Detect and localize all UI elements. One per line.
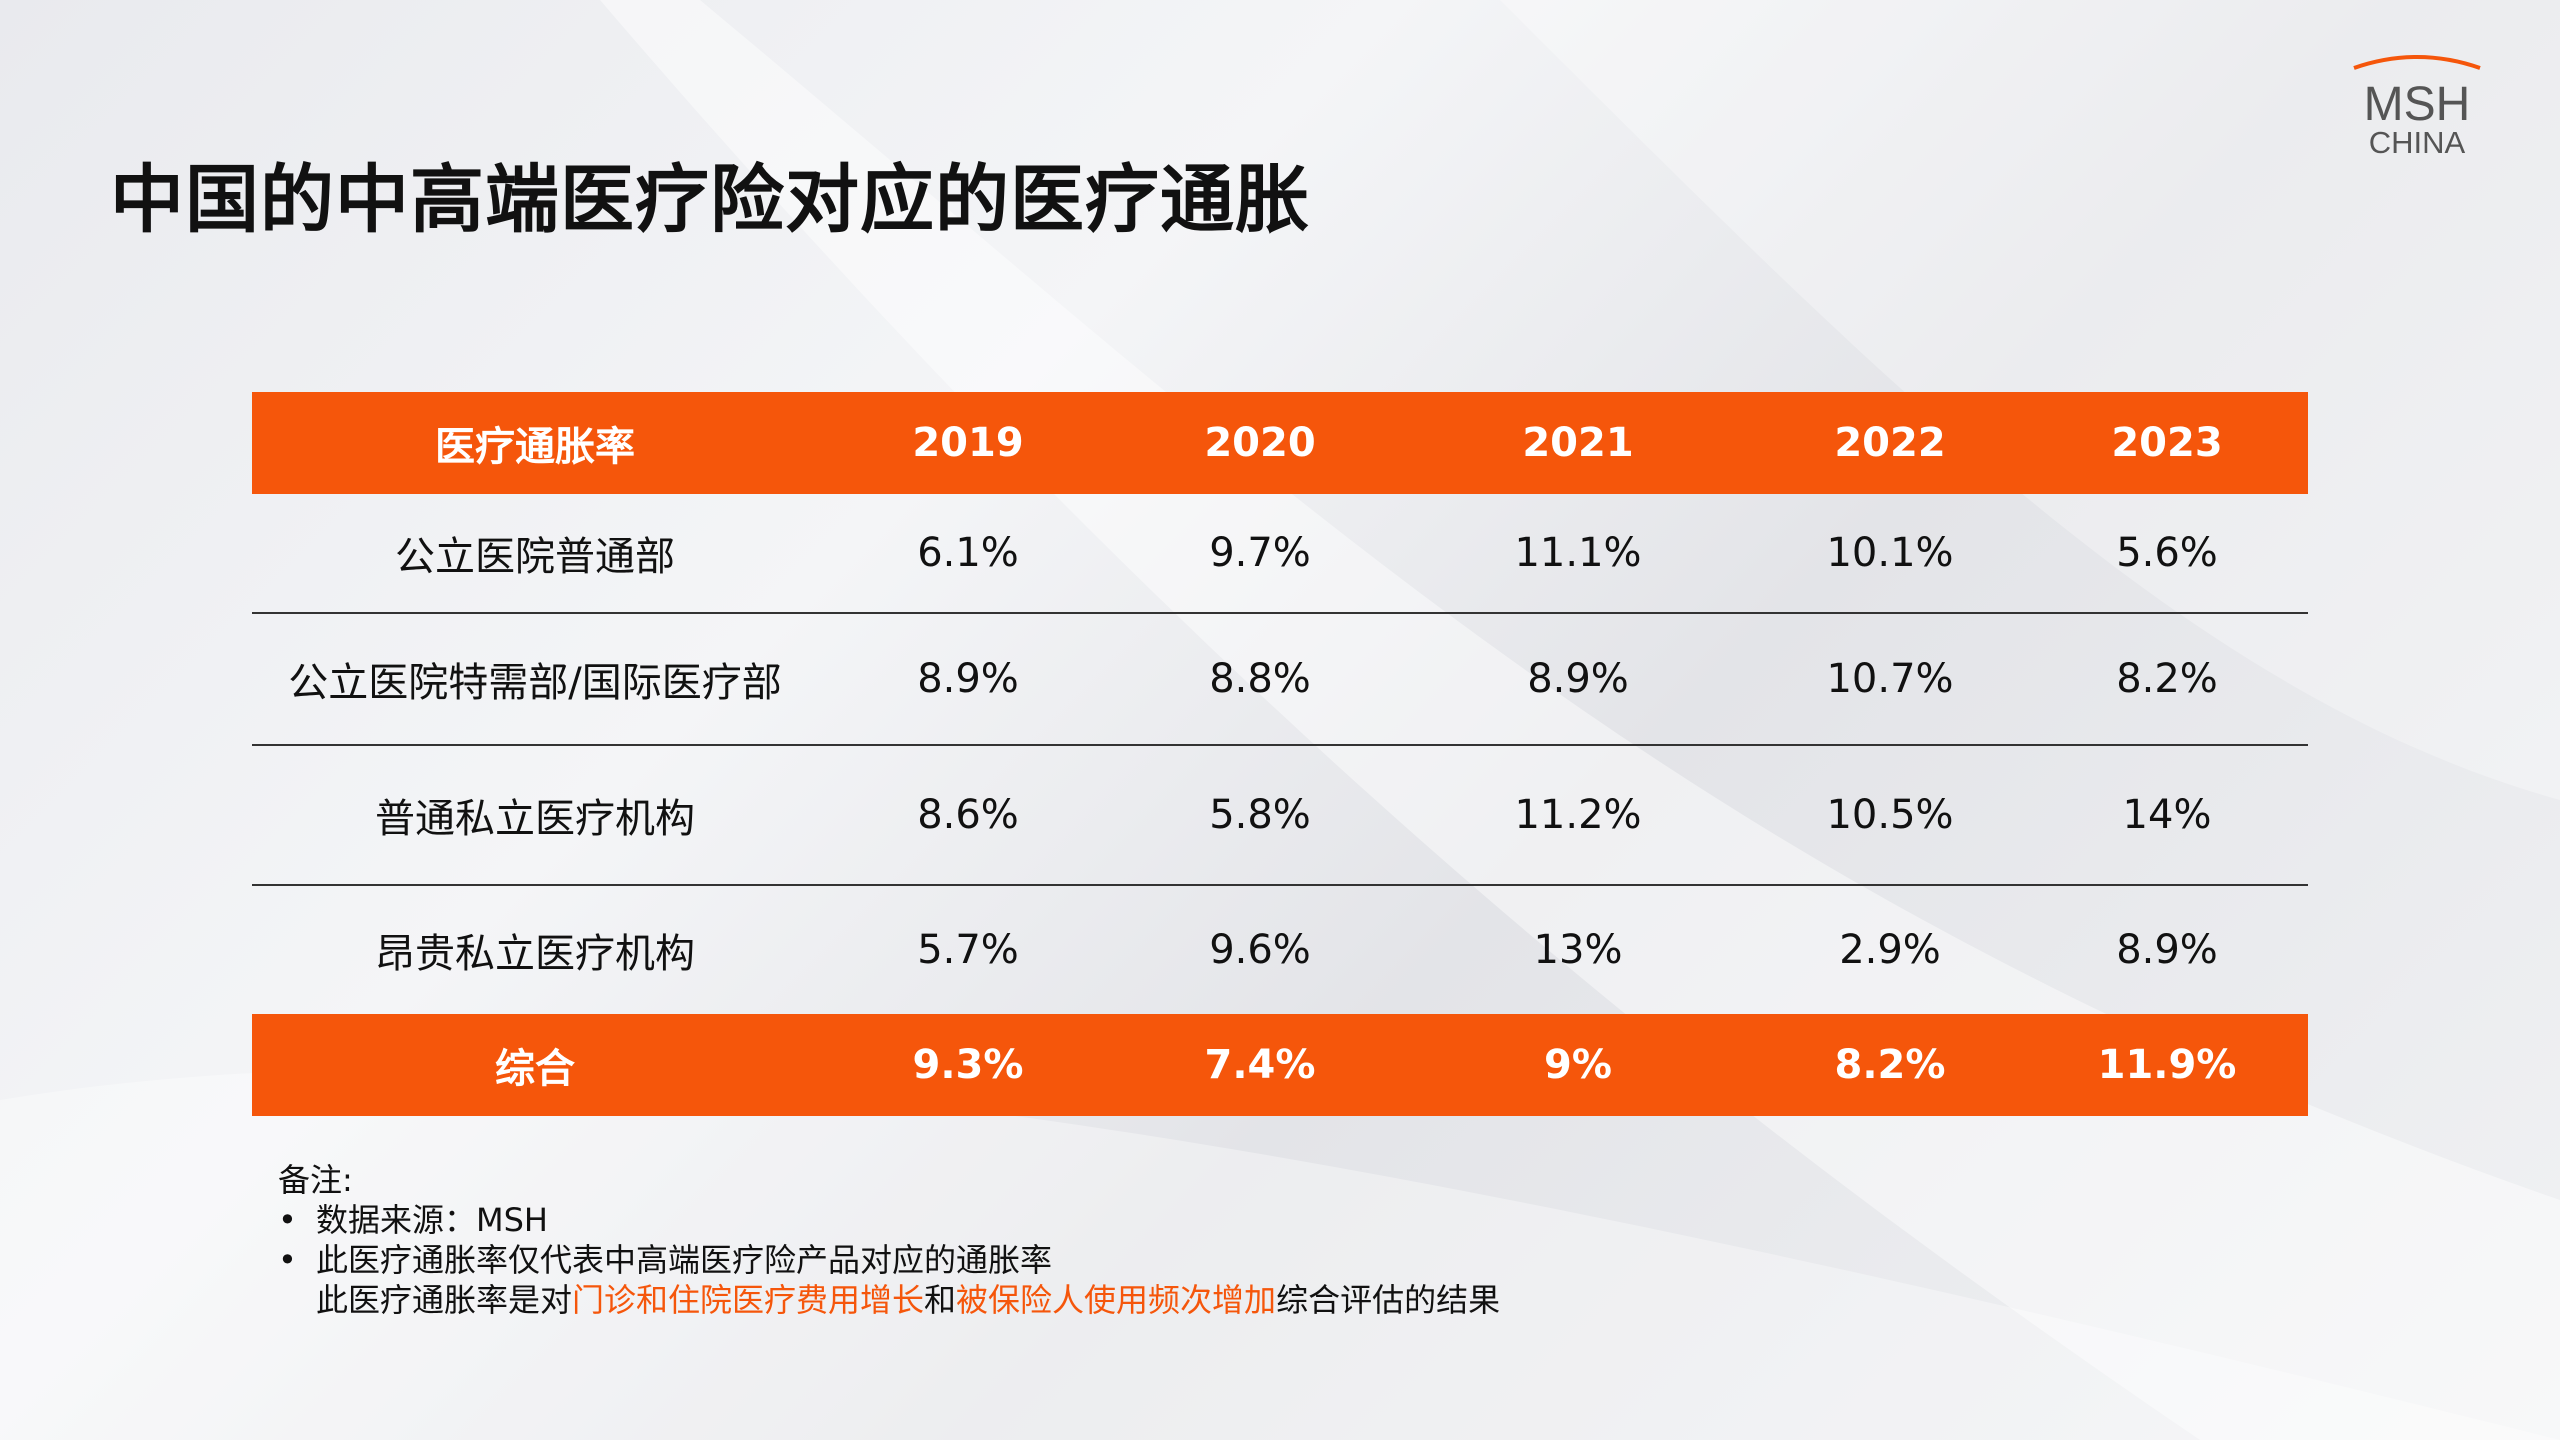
table-cell: 2.9%: [1839, 927, 1941, 973]
table-cell: 10.1%: [1754, 494, 2026, 614]
table-row: 公立医院普通部 6.1% 9.7% 11.1% 10.1% 5.6%: [252, 494, 2308, 614]
table-total-row: 综合 9.3% 7.4% 9% 8.2% 11.9%: [252, 1014, 2308, 1116]
table-cell: 6.1%: [818, 494, 1118, 614]
total-cell: 9%: [1402, 1014, 1754, 1116]
page-title: 中国的中高端医疗险对应的医疗通胀: [110, 157, 1310, 243]
table-cell: 9.6%: [1209, 927, 1311, 973]
total-cell: 9.3%: [818, 1014, 1118, 1116]
table-cell: 5.7%: [917, 927, 1019, 973]
note-text: 数据来源：MSH: [316, 1201, 548, 1239]
header-cell: 2022: [1754, 392, 2026, 494]
note-highlight: 被保险人使用频次增加: [956, 1281, 1277, 1319]
table-cell: 14%: [2026, 745, 2308, 886]
row-label: 昂贵私立医疗机构: [375, 931, 695, 977]
total-label: 综合: [252, 1014, 818, 1116]
bullet-icon: •: [278, 1241, 297, 1279]
table-cell: 8.2%: [2026, 613, 2308, 746]
row-label: 公立医院特需部/国际医疗部: [252, 613, 818, 746]
table-cell: 11.2%: [1402, 745, 1754, 886]
note-item-continuation: 此医疗通胀率是对门诊和住院医疗费用增长和被保险人使用频次增加综合评估的结果: [278, 1280, 1500, 1320]
header-cell: 2023: [2026, 392, 2308, 494]
note-text: 此医疗通胀率仅代表中高端医疗险产品对应的通胀率: [316, 1241, 1053, 1279]
notes-heading: 备注:: [278, 1161, 353, 1199]
table-header-row: 医疗通胀率 2019 2020 2021 2022 2023: [252, 392, 2308, 494]
table-cell: 5.8%: [1118, 745, 1402, 886]
note-text: 此医疗通胀率是对: [316, 1281, 573, 1319]
msh-china-logo: MSH CHINA: [2352, 52, 2482, 162]
note-item: • 此医疗通胀率仅代表中高端医疗险产品对应的通胀率: [278, 1240, 1500, 1280]
logo-text-china: CHINA: [2368, 125, 2466, 160]
table-cell: 13%: [1533, 927, 1623, 973]
table-cell: 8.9%: [1402, 613, 1754, 746]
logo-arc-icon: [2353, 55, 2481, 70]
table-cell: 8.6%: [818, 745, 1118, 886]
table-row: 普通私立医疗机构 8.6% 5.8% 11.2% 10.5% 14%: [252, 745, 2308, 886]
total-cell: 7.4%: [1118, 1014, 1402, 1116]
note-text: 综合评估的结果: [1276, 1281, 1501, 1319]
table-row: 公立医院特需部/国际医疗部 8.9% 8.8% 8.9% 10.7% 8.2%: [252, 613, 2308, 746]
table-cell: 10.7%: [1754, 613, 2026, 746]
total-cell: 8.2%: [1754, 1014, 2026, 1116]
logo-text-msh: MSH: [2363, 78, 2471, 131]
header-cell: 医疗通胀率: [252, 392, 818, 494]
notes-section: 备注: • 数据来源：MSH • 此医疗通胀率仅代表中高端医疗险产品对应的通胀率…: [278, 1160, 1500, 1320]
table-cell: 5.6%: [2026, 494, 2308, 614]
table-cell: 8.9%: [2116, 927, 2218, 973]
table-cell: 9.7%: [1118, 494, 1402, 614]
header-cell: 2020: [1118, 392, 1402, 494]
row-label: 公立医院普通部: [252, 494, 818, 614]
table-cell: 11.1%: [1402, 494, 1754, 614]
bullet-icon: •: [278, 1201, 297, 1239]
table-row: 昂贵私立医疗机构 5.7% 9.6% 13% 2.9% 8.9%: [252, 885, 2308, 1014]
table-cell: 10.5%: [1754, 745, 2026, 886]
inflation-table: 医疗通胀率 2019 2020 2021 2022 2023 公立医院普通部 6…: [252, 392, 2308, 1116]
table-cell: 8.9%: [818, 613, 1118, 746]
note-text: 和: [924, 1281, 957, 1319]
header-cell: 2019: [818, 392, 1118, 494]
header-cell: 2021: [1402, 392, 1754, 494]
note-item: • 数据来源：MSH: [278, 1200, 1500, 1240]
total-cell: 11.9%: [2026, 1014, 2308, 1116]
table-cell: 8.8%: [1118, 613, 1402, 746]
note-highlight: 门诊和住院医疗费用增长: [572, 1281, 925, 1319]
row-label: 普通私立医疗机构: [252, 745, 818, 886]
